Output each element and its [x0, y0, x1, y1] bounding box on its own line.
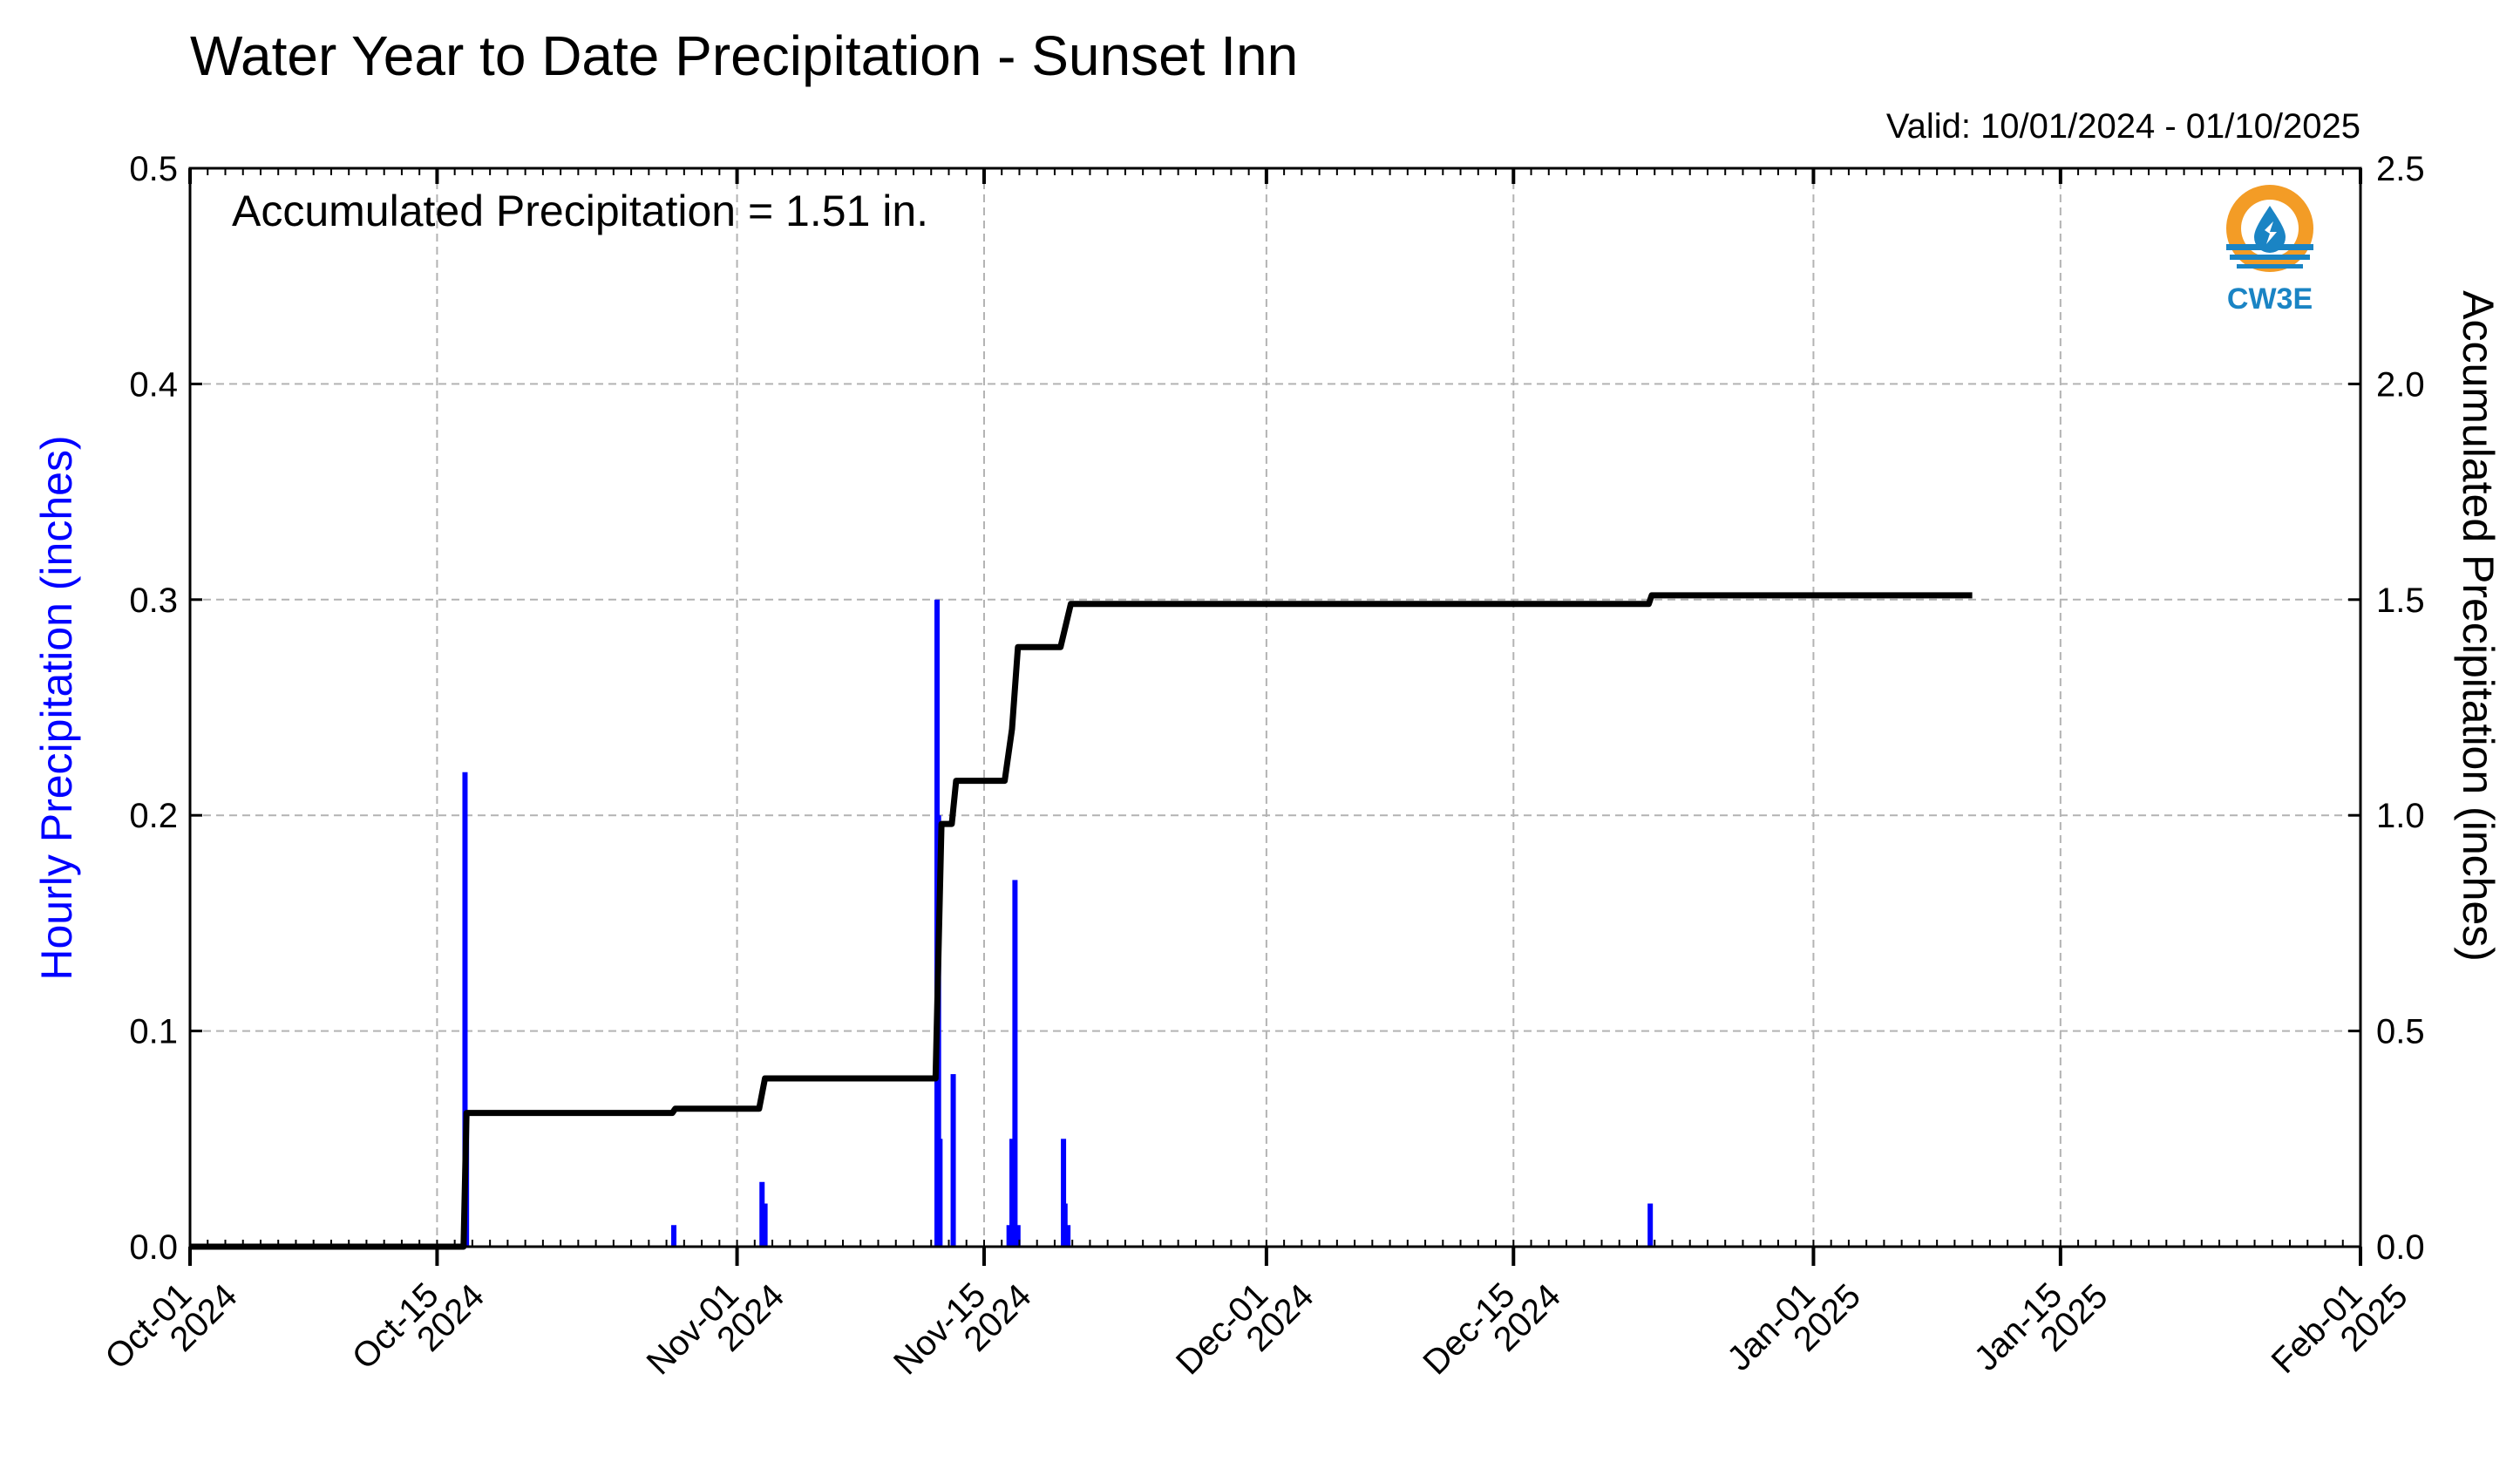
right-tick-label: 2.5: [2376, 150, 2425, 188]
x-tick-label: Nov-152024: [886, 1254, 1039, 1406]
x-tick-label: Jan-152025: [1967, 1254, 2116, 1402]
hourly-bar: [1062, 1203, 1068, 1247]
vertical-gridlines: [436, 168, 2062, 1247]
x-tick-label: Jan-012025: [1720, 1254, 1868, 1402]
left-y-axis: 0.0 0.1 0.2 0.3 0.4 0.5: [129, 150, 202, 1267]
x-tick-label: Oct-152024: [345, 1254, 492, 1400]
hourly-bar: [759, 1181, 765, 1247]
right-tick-label: 1.5: [2376, 581, 2425, 620]
x-tick-label: Dec-152024: [1416, 1254, 1568, 1406]
logo-text: CW3E: [2227, 282, 2313, 316]
accumulated-total-annotation: Accumulated Precipitation = 1.51 in.: [232, 187, 928, 235]
left-tick-label: 0.5: [129, 150, 178, 188]
x-axis: Oct-012024 Oct-152024 Nov-012024 Nov-152024…: [98, 168, 2415, 1406]
plot-frame: [188, 167, 2362, 1248]
left-tick-label: 0.4: [129, 365, 178, 404]
left-tick-label: 0.2: [129, 797, 178, 835]
left-tick-label: 0.0: [129, 1228, 178, 1267]
x-tick-label: Feb-012025: [2265, 1254, 2415, 1404]
cw3e-logo: CW3E: [2226, 185, 2313, 316]
left-tick-label: 0.3: [129, 581, 178, 620]
hourly-bar: [1015, 1225, 1021, 1247]
hourly-precip-bars: [462, 599, 1654, 1247]
x-tick-label: Nov-012024: [640, 1254, 792, 1406]
hourly-bar: [1009, 1139, 1015, 1247]
hourly-bar: [1647, 1203, 1654, 1247]
hourly-bar: [1061, 1139, 1067, 1247]
x-tick-label: Dec-012024: [1169, 1254, 1321, 1406]
hourly-bar: [1065, 1225, 1071, 1247]
right-tick-label: 1.0: [2376, 797, 2425, 835]
horizontal-gridlines: [190, 383, 2360, 1032]
hourly-bar: [1012, 880, 1018, 1247]
hourly-bar: [1006, 1225, 1012, 1247]
right-tick-label: 2.0: [2376, 365, 2425, 404]
hourly-bar: [671, 1225, 677, 1247]
left-tick-label: 0.1: [129, 1013, 178, 1051]
hourly-bar: [762, 1203, 768, 1247]
x-tick-label: Oct-012024: [98, 1254, 244, 1400]
right-axis-label: Accumulated Precipitation (inches): [2454, 290, 2503, 962]
valid-date-range: Valid: 10/01/2024 - 01/10/2025: [1886, 107, 2360, 146]
accumulated-precip-line: [190, 592, 1973, 1250]
right-tick-label: 0.0: [2376, 1228, 2425, 1267]
right-y-axis: 0.0 0.5 1.0 1.5 2.0 2.5: [2348, 150, 2425, 1267]
chart-title: Water Year to Date Precipitation - Sunse…: [190, 24, 1298, 87]
hourly-bar: [950, 1074, 956, 1247]
hourly-bar: [937, 1139, 943, 1247]
hourly-bar: [462, 772, 468, 1247]
left-axis-label: Hourly Precipitation (inches): [32, 435, 81, 980]
right-tick-label: 0.5: [2376, 1013, 2425, 1051]
